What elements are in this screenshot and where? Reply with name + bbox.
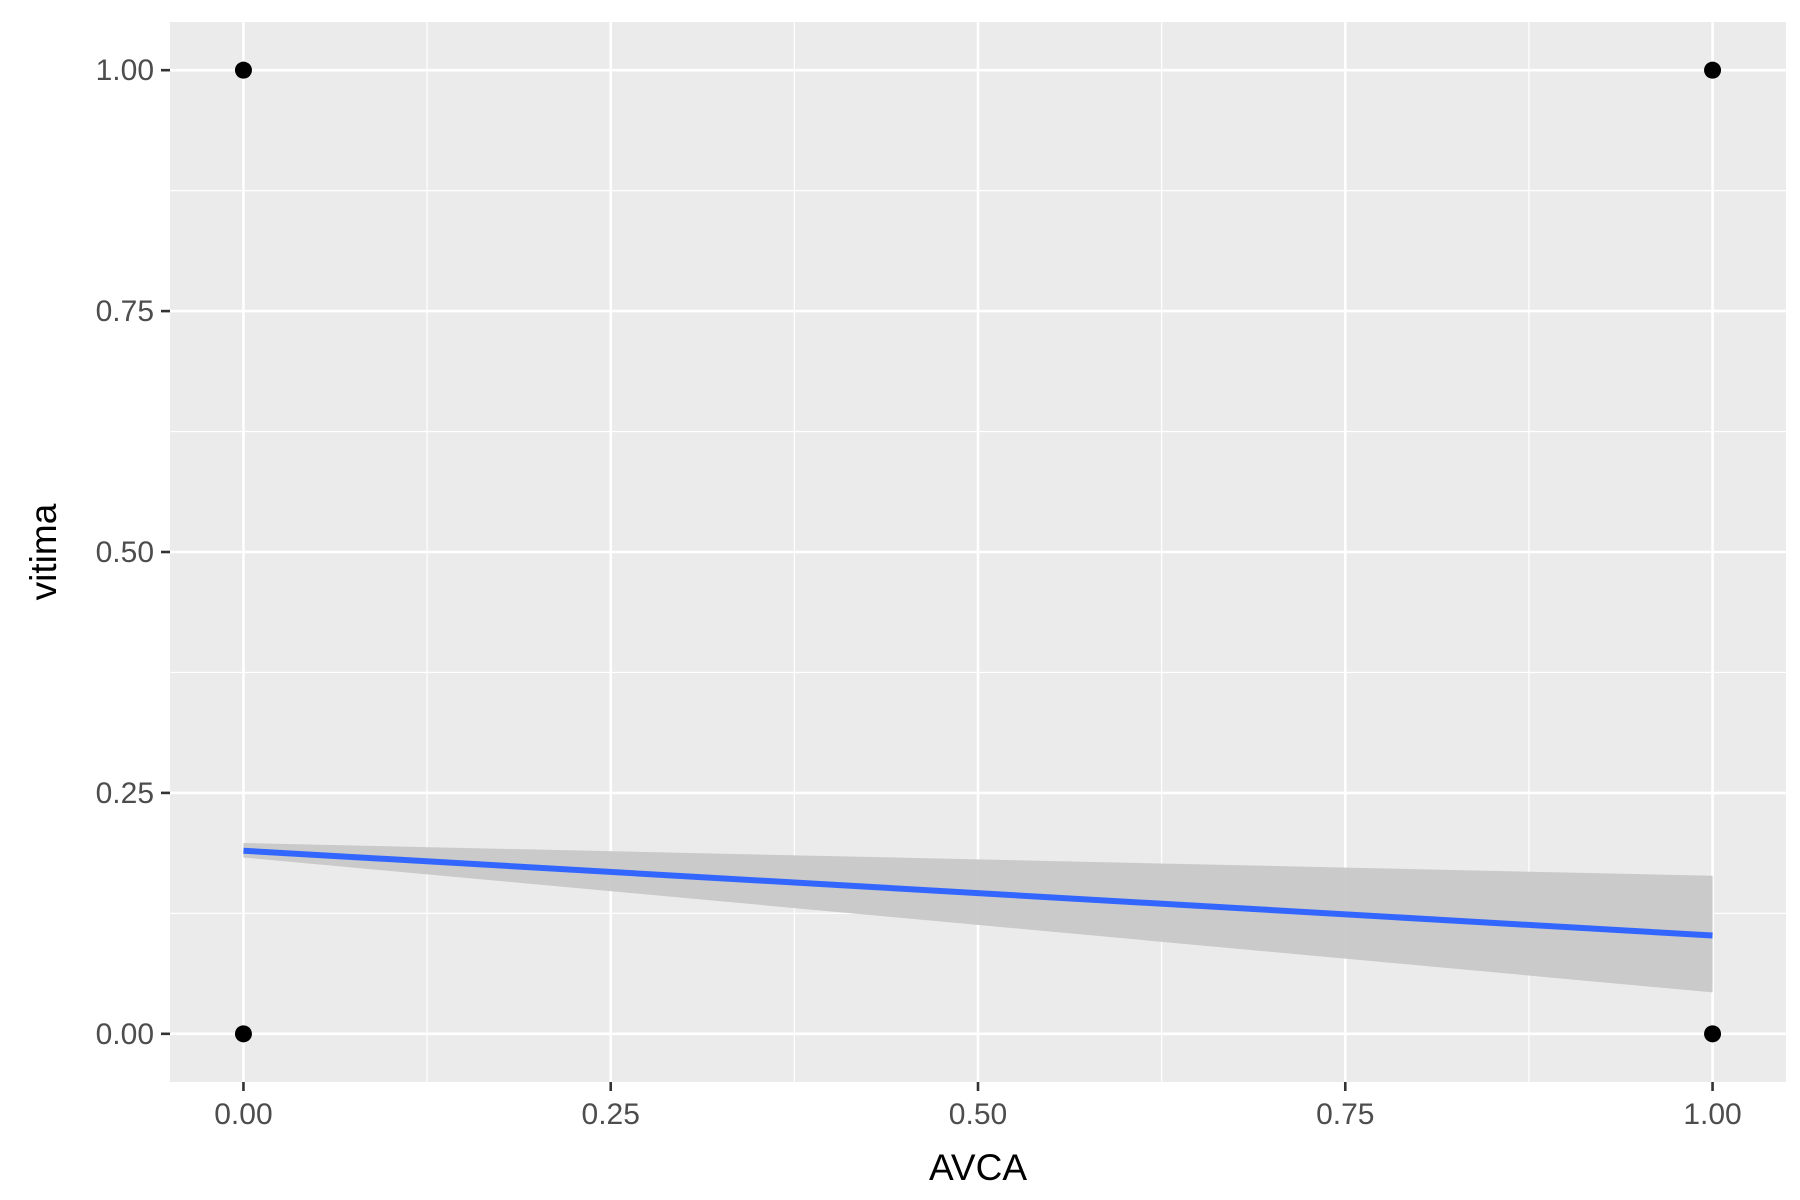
major-gridlines [170,22,1786,1082]
regression-line [243,847,1713,939]
data-points [234,61,1722,1043]
y-tick-label: 0.00 [96,1018,154,1051]
data-point [234,1025,252,1043]
x-tick-label: 0.50 [949,1098,1007,1131]
x-axis-title: AVCA [929,1147,1027,1188]
x-tick-label: 1.00 [1683,1098,1741,1131]
x-tick-label: 0.75 [1316,1098,1374,1131]
y-tick-label: 0.50 [96,536,154,569]
x-axis: 0.00 0.25 0.50 0.75 1.00 [214,1082,1742,1131]
x-tick-label: 0.25 [582,1098,640,1131]
y-axis-title: vitima [23,503,64,600]
y-tick-label: 0.25 [96,777,154,810]
confidence-band [243,843,1713,993]
y-tick-label: 1.00 [96,54,154,87]
data-point [1704,1025,1722,1043]
y-tick-label: 0.75 [96,295,154,328]
data-point [1704,61,1722,79]
x-tick-label: 0.00 [214,1098,272,1131]
data-point [234,61,252,79]
y-axis: 0.00 0.25 0.50 0.75 1.00 [96,54,170,1051]
